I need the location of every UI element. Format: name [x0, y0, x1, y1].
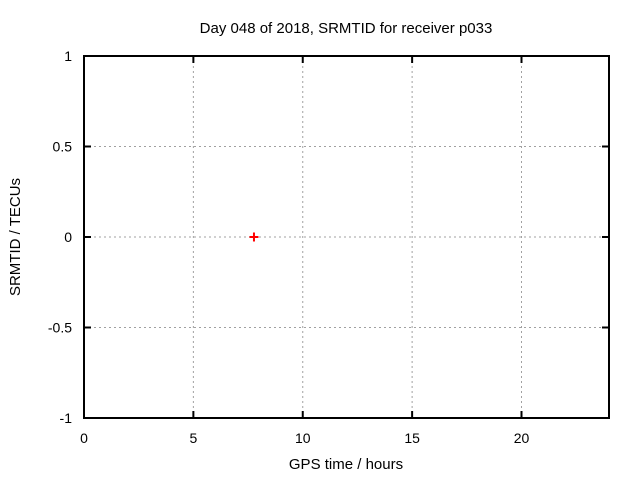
- y-tick-label: 0: [64, 229, 72, 245]
- x-tick-label: 5: [189, 430, 197, 446]
- y-tick-label: 1: [64, 48, 72, 64]
- y-tick-label: 0.5: [53, 139, 73, 155]
- x-tick-label: 0: [80, 430, 88, 446]
- x-tick-label: 10: [295, 430, 311, 446]
- data-points: [249, 232, 259, 242]
- gridlines: [84, 56, 609, 418]
- y-axis-label: SRMTID / TECUs: [7, 178, 24, 296]
- x-axis-label: GPS time / hours: [289, 456, 403, 473]
- y-tick-label: -1: [60, 410, 73, 426]
- chart-title: Day 048 of 2018, SRMTID for receiver p03…: [200, 20, 493, 37]
- axes: 0 5 10 15 20 1 0.5 0 -0.5 -1: [48, 48, 610, 446]
- y-tick-label: -0.5: [48, 320, 72, 336]
- x-tick-label: 15: [404, 430, 420, 446]
- plot-border: [83, 55, 610, 419]
- x-tick-label: 20: [514, 430, 530, 446]
- data-point-marker: [249, 232, 259, 242]
